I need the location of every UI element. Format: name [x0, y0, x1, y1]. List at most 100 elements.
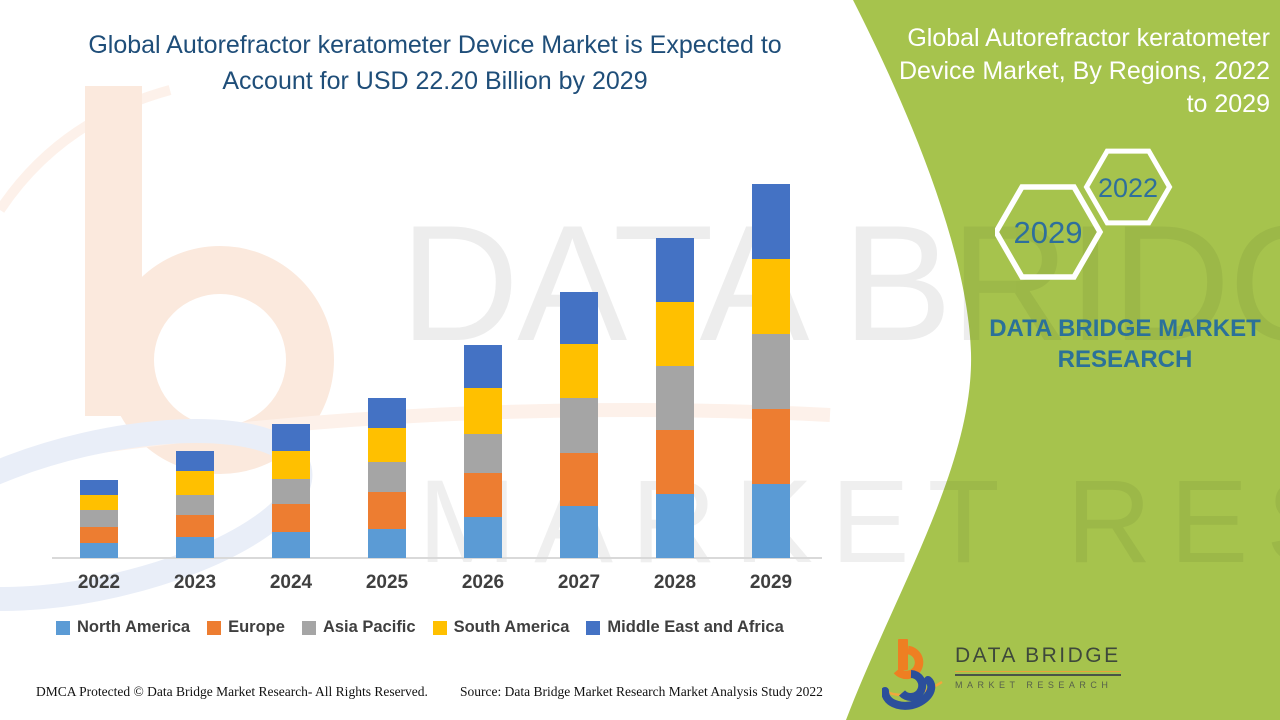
bar-segment-2027-south-america	[560, 343, 598, 398]
bar-segment-2029-south-america	[752, 258, 790, 334]
bar-2028	[656, 237, 694, 558]
side-panel-title-line3: to 2029	[1186, 90, 1270, 118]
bar-segment-2028-europe	[656, 429, 694, 494]
bar-segment-2027-north-america	[560, 505, 598, 558]
bar-2029	[752, 184, 790, 558]
x-axis-label-2025: 2025	[365, 572, 409, 593]
bar-segment-2027-middle-east-and-africa	[560, 291, 598, 344]
side-panel-title-line1: Global Autorefractor keratometer	[907, 24, 1270, 52]
logo-divider	[955, 674, 1121, 676]
chart-legend: North America Europe Asia Pacific South Ame…	[56, 618, 784, 637]
chart-title: Global Autorefractor keratometer Device …	[60, 27, 810, 99]
bar-segment-2024-south-america	[272, 451, 310, 480]
chart-title-line1: Global Autorefractor keratometer Device …	[88, 31, 782, 59]
legend-label: North America	[77, 618, 191, 636]
bar-segment-2023-middle-east-and-africa	[176, 450, 214, 471]
dbmr-logo-text: DATA BRIDGE MARKET RESEARCH	[955, 637, 1121, 690]
brand-name-line2: RESEARCH	[1057, 346, 1193, 373]
hexagon-2029	[995, 184, 1104, 280]
bar-segment-2022-asia-pacific	[80, 509, 118, 528]
dbmr-logo-icon	[882, 639, 943, 710]
bar-2025	[368, 397, 406, 558]
brand-name-text: DATA BRIDGE MARKET RESEARCH	[985, 313, 1265, 375]
bar-2026	[464, 345, 502, 558]
bar-segment-2024-europe	[272, 504, 310, 533]
bar-segment-2025-middle-east-and-africa	[368, 397, 406, 428]
bar-segment-2028-asia-pacific	[656, 365, 694, 430]
bar-segment-2025-north-america	[368, 529, 406, 558]
legend-item-asia-pacific: Asia Pacific	[301, 618, 416, 637]
source-text: Source: Data Bridge Market Research Mark…	[460, 684, 823, 699]
legend-label: South America	[453, 618, 570, 636]
legend-item-middle-east-and-africa: Middle East and Africa	[586, 618, 784, 637]
legend-item-north-america: North America	[56, 618, 190, 637]
legend-swatch	[432, 620, 447, 635]
bar-2022	[80, 479, 118, 558]
legend-item-europe: Europe	[207, 618, 285, 637]
legend-label: Middle East and Africa	[607, 618, 784, 636]
bar-segment-2022-middle-east-and-africa	[80, 479, 118, 495]
brand-name-line1: DATA BRIDGE MARKET	[989, 315, 1261, 342]
x-axis-label-2027: 2027	[557, 572, 601, 593]
logo-subtitle: MARKET RESEARCH	[955, 680, 1113, 690]
bar-segment-2028-north-america	[656, 493, 694, 558]
dbmr-logo: DATA BRIDGE MARKET RESEARCH	[882, 637, 1121, 711]
hexagon-2022-label: 2022	[1098, 173, 1158, 203]
hexagon-2029-label: 2029	[1014, 215, 1083, 250]
bar-segment-2023-asia-pacific	[176, 494, 214, 515]
bar-2023	[176, 450, 214, 558]
legend-label: Europe	[228, 618, 285, 636]
panel-watermark-line2: MARKET RESEARCH	[418, 456, 1280, 588]
bar-segment-2023-europe	[176, 514, 214, 537]
hexagon-2022	[1083, 148, 1173, 226]
bar-segment-2024-asia-pacific	[272, 479, 310, 505]
x-axis-label-2028: 2028	[653, 572, 697, 593]
bar-segment-2029-asia-pacific	[752, 333, 790, 409]
legend-swatch	[207, 620, 222, 635]
bar-segment-2026-asia-pacific	[464, 433, 502, 474]
hexagon-badges: 2029 2022	[995, 148, 1173, 280]
legend-label: Asia Pacific	[322, 618, 416, 636]
x-axis-line	[52, 557, 822, 559]
bar-segment-2024-middle-east-and-africa	[272, 424, 310, 452]
legend-item-south-america: South America	[432, 618, 570, 637]
bar-segment-2023-south-america	[176, 470, 214, 495]
logo-title: DATA BRIDGE	[955, 644, 1121, 672]
x-axis-label-2024: 2024	[269, 572, 313, 593]
bar-segment-2027-asia-pacific	[560, 397, 598, 453]
bar-segment-2025-asia-pacific	[368, 461, 406, 492]
legend-swatch	[301, 620, 316, 635]
legend-swatch	[586, 620, 601, 635]
side-panel-title-line2: Device Market, By Regions, 2022	[898, 57, 1270, 85]
bar-segment-2026-north-america	[464, 517, 502, 558]
bar-2027	[560, 291, 598, 558]
x-axis-label-2023: 2023	[173, 572, 217, 593]
bar-segment-2022-europe	[80, 527, 118, 544]
bar-segment-2026-south-america	[464, 388, 502, 434]
x-axis-label-2026: 2026	[461, 572, 505, 593]
bar-2024	[272, 424, 310, 558]
bar-segment-2025-europe	[368, 491, 406, 529]
bar-segment-2026-europe	[464, 473, 502, 518]
bar-segment-2022-north-america	[80, 543, 118, 558]
x-axis-label-2022: 2022	[77, 572, 121, 593]
bar-segment-2029-europe	[752, 408, 790, 484]
x-axis-label-2029: 2029	[749, 572, 793, 593]
bar-segment-2024-north-america	[272, 532, 310, 558]
side-panel-shape	[846, 0, 1280, 720]
bar-segment-2022-south-america	[80, 494, 118, 510]
legend-swatch	[56, 620, 70, 635]
bar-segment-2027-europe	[560, 452, 598, 506]
bar-segment-2028-middle-east-and-africa	[656, 237, 694, 302]
bar-segment-2026-middle-east-and-africa	[464, 345, 502, 388]
bar-segment-2023-north-america	[176, 536, 214, 558]
bar-segment-2029-north-america	[752, 483, 790, 558]
bar-segment-2028-south-america	[656, 301, 694, 366]
chart-title-line2: Account for USD 22.20 Billion by 2029	[222, 67, 648, 95]
bar-segment-2029-middle-east-and-africa	[752, 184, 790, 259]
bar-segment-2025-south-america	[368, 427, 406, 462]
side-panel-title: Global Autorefractor keratometer Device …	[850, 22, 1270, 121]
